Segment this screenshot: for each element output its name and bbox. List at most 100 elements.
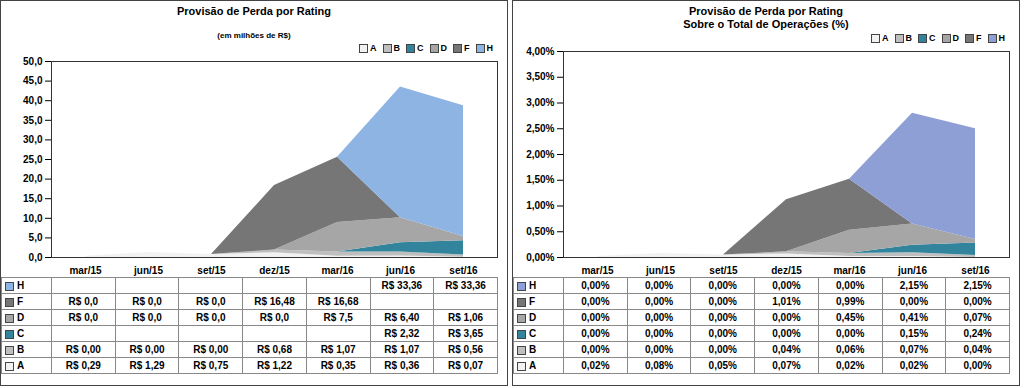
html-text:0,00%: 0,00% bbox=[708, 296, 737, 307]
svg-text:mar/16: mar/16 bbox=[321, 265, 354, 276]
svg-text:mar/15: mar/15 bbox=[69, 265, 102, 276]
html-text:0,15%: 0,15% bbox=[899, 328, 928, 339]
svg-text:40,0: 40,0 bbox=[23, 95, 43, 106]
html-text:R$ 1,29: R$ 1,29 bbox=[129, 360, 165, 371]
html-text:0,41%: 0,41% bbox=[899, 312, 928, 323]
svg-text:0,00%: 0,00% bbox=[526, 252, 554, 263]
html-text:R$ 33,36: R$ 33,36 bbox=[445, 280, 486, 291]
html-text:0,00%: 0,00% bbox=[708, 280, 737, 291]
html-text:0,24%: 0,24% bbox=[963, 328, 992, 339]
svg-text:mar/15: mar/15 bbox=[581, 265, 614, 276]
svg-text:set/16: set/16 bbox=[449, 265, 478, 276]
html-text:0,00%: 0,00% bbox=[836, 328, 865, 339]
html-text:R$ 0,0: R$ 0,0 bbox=[132, 296, 162, 307]
html-text:R$ 1,07: R$ 1,07 bbox=[384, 344, 420, 355]
svg-text:0,50%: 0,50% bbox=[526, 226, 554, 237]
svg-text:4,00%: 4,00% bbox=[526, 46, 554, 57]
html-text:R$ 0,36: R$ 0,36 bbox=[384, 360, 420, 371]
html-text:R$ 0,0: R$ 0,0 bbox=[68, 312, 99, 323]
svg-text:30,0: 30,0 bbox=[23, 134, 43, 145]
svg-text:20,0: 20,0 bbox=[23, 173, 43, 184]
html-text:0,00%: 0,00% bbox=[644, 328, 674, 339]
html-text:0,00%: 0,00% bbox=[708, 344, 737, 355]
html-text:R$ 0,68: R$ 0,68 bbox=[256, 344, 292, 355]
svg-text:jun/15: jun/15 bbox=[645, 265, 675, 276]
svg-text:mar/16: mar/16 bbox=[833, 265, 866, 276]
html-text:R$ 1,06: R$ 1,06 bbox=[448, 312, 484, 323]
html-text:R$ 2,32: R$ 2,32 bbox=[384, 328, 420, 339]
html-text:R$ 0,07: R$ 0,07 bbox=[448, 360, 484, 371]
html-text:0,00%: 0,00% bbox=[899, 296, 928, 307]
html-text:R$ 16,48: R$ 16,48 bbox=[254, 296, 295, 307]
svg-text:dez/15: dez/15 bbox=[771, 265, 802, 276]
html-text:2,15%: 2,15% bbox=[963, 280, 992, 291]
svg-text:35,0: 35,0 bbox=[23, 115, 43, 126]
html-text:0,00%: 0,00% bbox=[772, 312, 801, 323]
html-text:R$ 0,35: R$ 0,35 bbox=[320, 360, 356, 371]
html-text:R$ 0,0: R$ 0,0 bbox=[196, 312, 226, 323]
html-text:2,15%: 2,15% bbox=[899, 280, 928, 291]
svg-text:25,0: 25,0 bbox=[23, 154, 43, 165]
html-text:0,00%: 0,00% bbox=[581, 312, 610, 323]
svg-text:10,0: 10,0 bbox=[23, 213, 43, 224]
svg-text:1,50%: 1,50% bbox=[526, 174, 554, 185]
svg-text:set/15: set/15 bbox=[197, 265, 226, 276]
html-text:R$ 3,65: R$ 3,65 bbox=[448, 328, 484, 339]
html-text:0,00%: 0,00% bbox=[644, 312, 674, 323]
svg-text:jun/16: jun/16 bbox=[385, 265, 415, 276]
html-text:R$ 0,75: R$ 0,75 bbox=[193, 360, 229, 371]
svg-text:3,50%: 3,50% bbox=[526, 71, 554, 82]
html-text:0,00%: 0,00% bbox=[963, 296, 992, 307]
html-text:0,04%: 0,04% bbox=[772, 344, 801, 355]
html-text:R$ 0,00: R$ 0,00 bbox=[193, 344, 229, 355]
svg-text:0,0: 0,0 bbox=[29, 252, 43, 263]
html-text:R$ 0,00: R$ 0,00 bbox=[129, 344, 165, 355]
svg-text:jun/16: jun/16 bbox=[897, 265, 927, 276]
html-text:0,00%: 0,00% bbox=[772, 280, 801, 291]
html-text:R$ 33,36: R$ 33,36 bbox=[381, 280, 423, 291]
html-text:0,99%: 0,99% bbox=[836, 296, 865, 307]
html-text:0,00%: 0,00% bbox=[581, 280, 610, 291]
html-text:0,00%: 0,00% bbox=[644, 280, 674, 291]
html-text:R$ 0,56: R$ 0,56 bbox=[448, 344, 484, 355]
html-text:0,00%: 0,00% bbox=[836, 280, 865, 291]
html-text:0,45%: 0,45% bbox=[836, 312, 865, 323]
html-text:Provisão de Perda por Rating S: Provisão de Perda por Rating Sobre o Tot… bbox=[683, 5, 849, 30]
html-text:0,07%: 0,07% bbox=[899, 344, 928, 355]
html-text:0,00%: 0,00% bbox=[644, 296, 674, 307]
svg-text:set/15: set/15 bbox=[709, 265, 738, 276]
html-text:R$ 0,0: R$ 0,0 bbox=[196, 296, 226, 307]
html-text:0,00%: 0,00% bbox=[708, 312, 737, 323]
html-text:R$ 1,07: R$ 1,07 bbox=[320, 344, 356, 355]
html-text:0,00%: 0,00% bbox=[581, 344, 610, 355]
html-text:R$ 0,0: R$ 0,0 bbox=[259, 312, 290, 323]
html-text:0,07%: 0,07% bbox=[963, 312, 992, 323]
html-text:R$ 0,00: R$ 0,00 bbox=[65, 344, 101, 355]
html-text:R$ 1,22: R$ 1,22 bbox=[256, 360, 292, 371]
html-text:R$ 6,40: R$ 6,40 bbox=[384, 312, 420, 323]
html-text:0,00%: 0,00% bbox=[581, 296, 610, 307]
html-text:R$ 0,0: R$ 0,0 bbox=[132, 312, 162, 323]
svg-text:15,0: 15,0 bbox=[23, 193, 43, 204]
svg-text:50,0: 50,0 bbox=[23, 56, 43, 67]
svg-text:5,0: 5,0 bbox=[29, 232, 43, 243]
html-text:R$ 7,5: R$ 7,5 bbox=[323, 312, 353, 323]
html-text:0,00%: 0,00% bbox=[772, 328, 801, 339]
html-text:Provisão de Perda por Rating: Provisão de Perda por Rating bbox=[177, 5, 331, 17]
svg-text:2,00%: 2,00% bbox=[526, 149, 554, 160]
svg-text:dez/15: dez/15 bbox=[259, 265, 290, 276]
html-text:1,01%: 1,01% bbox=[772, 296, 801, 307]
svg-text:45,0: 45,0 bbox=[23, 75, 43, 86]
html-text:R$ 0,0: R$ 0,0 bbox=[68, 296, 99, 307]
svg-text:2,50%: 2,50% bbox=[526, 123, 554, 134]
html-text:0,00%: 0,00% bbox=[581, 328, 610, 339]
html-text:0,06%: 0,06% bbox=[836, 344, 865, 355]
svg-text:jun/15: jun/15 bbox=[133, 265, 163, 276]
svg-text:set/16: set/16 bbox=[961, 265, 990, 276]
html-text:0,00%: 0,00% bbox=[644, 344, 674, 355]
svg-text:3,00%: 3,00% bbox=[526, 97, 554, 108]
html-text:R$ 16,68: R$ 16,68 bbox=[317, 296, 359, 307]
html-text:R$ 0,29: R$ 0,29 bbox=[65, 360, 101, 371]
svg-text:1,00%: 1,00% bbox=[526, 200, 554, 211]
html-text:0,00%: 0,00% bbox=[708, 328, 737, 339]
